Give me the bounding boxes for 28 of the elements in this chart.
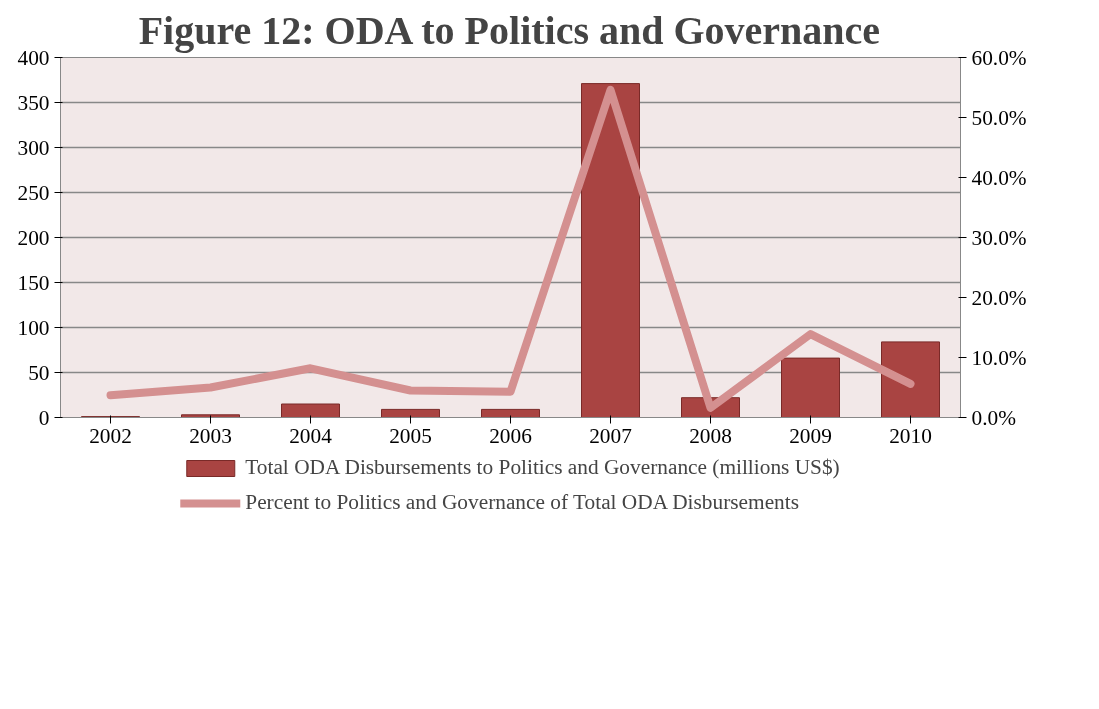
y-tick-label: 300 xyxy=(17,135,50,160)
x-tick-label: 2007 xyxy=(589,423,633,448)
y2-tick-label: 60.0% xyxy=(971,45,1027,70)
x-tick-label: 2002 xyxy=(89,423,132,448)
x-tick-label: 2005 xyxy=(389,423,432,448)
legend-label: Percent to Politics and Governance of Total ODA Disbursements xyxy=(245,490,800,515)
chart-title: Figure 12: ODA to Politics and Governance xyxy=(138,7,881,53)
y-tick-label: 0 xyxy=(38,405,50,430)
x-tick-label: 2010 xyxy=(889,423,932,448)
y2-tick-label: 20.0% xyxy=(971,285,1027,310)
y-tick-label: 250 xyxy=(17,180,50,205)
x-tick-label: 2006 xyxy=(489,423,533,448)
y-tick-label: 100 xyxy=(17,315,50,340)
x-tick-label: 2003 xyxy=(189,423,232,448)
x-tick-label: 2008 xyxy=(689,423,732,448)
y-tick-label: 200 xyxy=(17,225,50,250)
y-tick-label: 400 xyxy=(17,45,50,70)
y2-tick-label: 0.0% xyxy=(971,405,1017,430)
y2-tick-label: 30.0% xyxy=(971,225,1027,250)
y2-tick-label: 10.0% xyxy=(971,345,1027,370)
y-tick-label: 150 xyxy=(17,270,50,295)
y-tick-label: 350 xyxy=(17,90,50,115)
legend-label: Total ODA Disbursements to Politics and Governance (millions US$) xyxy=(245,455,840,480)
x-tick-label: 2009 xyxy=(789,423,832,448)
y-tick-label: 50 xyxy=(28,360,50,385)
x-tick-label: 2004 xyxy=(289,423,333,448)
y2-tick-label: 50.0% xyxy=(971,105,1027,130)
y2-tick-label: 40.0% xyxy=(971,165,1027,190)
